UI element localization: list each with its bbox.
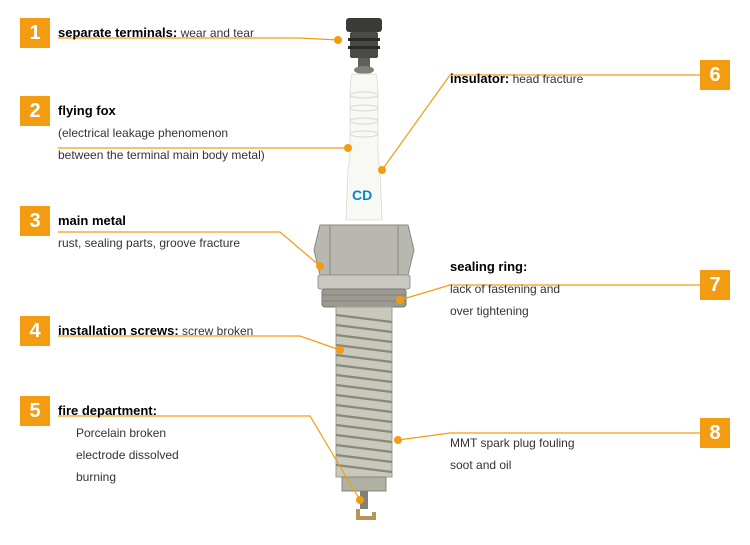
label-1: separate terminals: wear and tear [58,24,318,42]
dot-5 [356,496,364,504]
label-sub: (electrical leakage phenomenon [58,124,318,142]
label-4: installation screws: screw broken [58,322,318,340]
plug-threads [336,307,392,491]
plug-electrode [356,491,376,520]
badge-3: 3 [20,206,50,236]
plug-gasket [322,289,406,307]
badge-1: 1 [20,18,50,48]
label-sub: burning [76,468,318,486]
badge-7: 7 [700,270,730,300]
label-sub: electrode dissolved [76,446,318,464]
label-5: fire department: Porcelain broken electrod… [58,402,318,486]
label-title: main metal [58,213,126,228]
label-2: flying fox (electrical leakage phenomenon… [58,102,318,164]
badge-6: 6 [700,60,730,90]
plug-insulator: CD [346,74,382,220]
label-desc: wear and tear [177,26,254,40]
dot-7 [396,296,404,304]
dot-4 [336,346,344,354]
label-6: insulator: head fracture [450,70,680,88]
dot-6 [378,166,386,174]
dot-3 [316,262,324,270]
dot-8 [394,436,402,444]
label-sub: soot and oil [450,456,680,474]
label-desc: screw broken [179,324,254,338]
label-sub: over tightening [450,302,680,320]
label-title: separate terminals: [58,25,177,40]
plug-marking: CD [352,187,372,203]
label-title: sealing ring: [450,259,527,274]
label-sub: Porcelain broken [76,424,318,442]
label-8: MMT spark plug fouling soot and oil [450,430,680,474]
badge-4: 4 [20,316,50,346]
dot-2 [344,144,352,152]
badge-2: 2 [20,96,50,126]
label-title: insulator: [450,71,509,86]
label-sub: rust, sealing parts, groove fracture [58,234,318,252]
label-title: fire department: [58,403,157,418]
label-3: main metal rust, sealing parts, groove fr… [58,212,318,252]
label-sub: between the terminal main body metal) [58,146,318,164]
dot-1 [334,36,342,44]
label-7: sealing ring: lack of fastening and over t… [450,258,680,320]
label-sub: MMT spark plug fouling [450,434,680,452]
label-title: flying fox [58,103,116,118]
plug-terminal [346,18,382,74]
badge-8: 8 [700,418,730,448]
plug-hex [314,225,414,289]
label-title: installation screws: [58,323,179,338]
label-desc: head fracture [509,72,583,86]
badge-5: 5 [20,396,50,426]
label-sub: lack of fastening and [450,280,680,298]
leader-6 [382,75,700,170]
